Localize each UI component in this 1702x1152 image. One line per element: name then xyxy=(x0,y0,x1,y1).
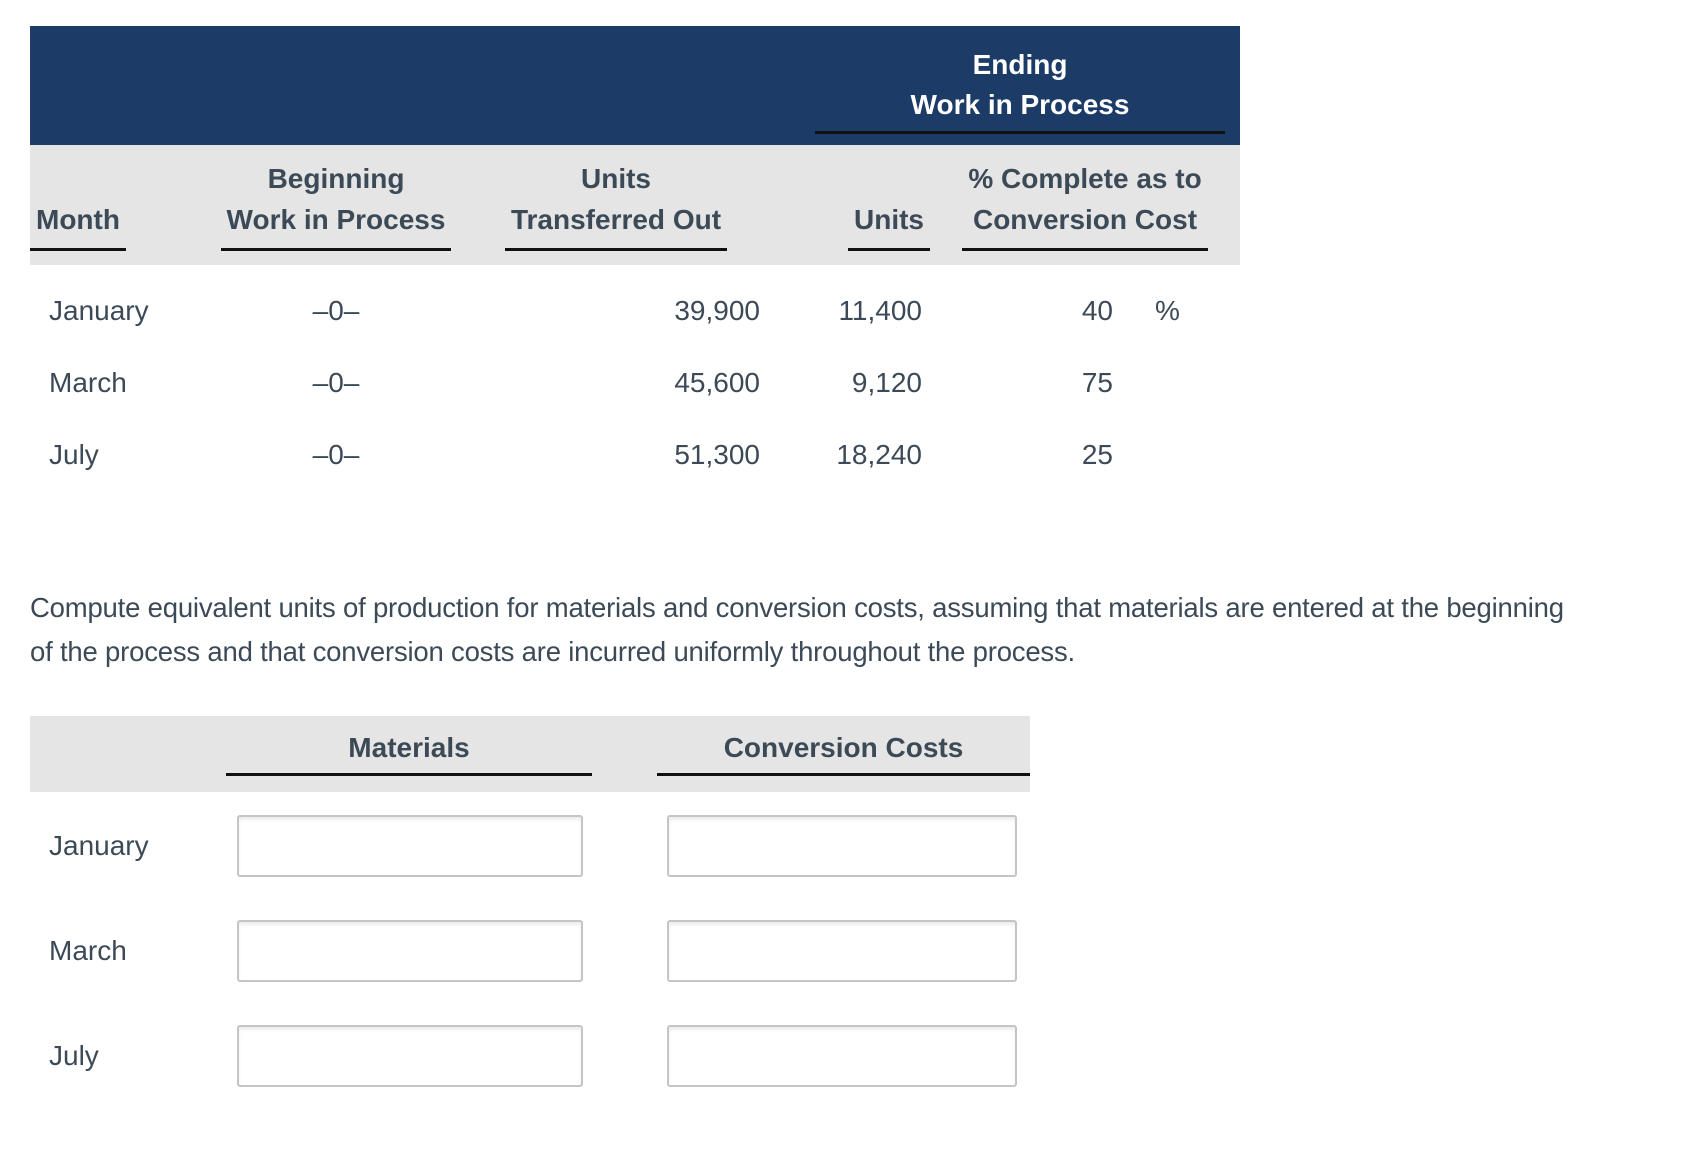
answer-col-header-materials: Materials xyxy=(226,728,592,776)
answer-col-header-conversion-costs: Conversion Costs xyxy=(657,728,1030,776)
col-header-month: Month xyxy=(30,145,205,265)
percent-sign xyxy=(1155,347,1240,419)
group-header-line2: Work in Process xyxy=(910,89,1130,120)
col-header-beginning-wip: Beginning Work in Process xyxy=(205,145,467,265)
group-header-ending-wip: Ending Work in Process xyxy=(815,45,1225,134)
march-materials-input[interactable] xyxy=(237,920,583,982)
answer-row-july: July xyxy=(30,1025,1040,1087)
col-header-pct-complete: % Complete as to Conversion Cost xyxy=(930,145,1240,265)
ending-units-value: 18,240 xyxy=(836,439,922,470)
answer-row-label: March xyxy=(49,935,127,966)
table-row-july: July –0– 51,300 18,240 25 xyxy=(30,419,1240,491)
units-transferred-out-value: 51,300 xyxy=(674,439,760,470)
row-month-label: July xyxy=(49,439,99,470)
ending-units-value: 9,120 xyxy=(851,367,922,398)
production-data-table: Ending Work in Process Month Beginning Wo… xyxy=(30,26,1241,491)
beginning-wip-value: –0– xyxy=(312,367,360,398)
january-materials-input[interactable] xyxy=(237,815,583,877)
answer-header-band: Materials Conversion Costs xyxy=(30,716,1030,792)
pct-complete-value: 40 xyxy=(1081,295,1113,326)
july-conversion-costs-input[interactable] xyxy=(667,1025,1017,1087)
column-header-row: Month Beginning Work in Process Units Tran… xyxy=(30,145,1241,265)
march-conversion-costs-input[interactable] xyxy=(667,920,1017,982)
answer-row-january: January xyxy=(30,815,1040,877)
units-transferred-out-value: 45,600 xyxy=(674,367,760,398)
table-row-march: March –0– 45,600 9,120 75 xyxy=(30,347,1240,419)
instruction-text: Compute equivalent units of production f… xyxy=(30,592,1564,667)
answer-table: Materials Conversion Costs January March… xyxy=(30,716,1040,1087)
spacer-row xyxy=(30,265,1240,275)
beginning-wip-value: –0– xyxy=(312,439,360,470)
group-header-line1: Ending xyxy=(972,49,1068,80)
answer-row-label: January xyxy=(49,830,149,861)
row-month-label: January xyxy=(49,295,149,326)
answer-row-label: July xyxy=(49,1040,99,1071)
units-transferred-out-value: 39,900 xyxy=(674,295,760,326)
percent-sign xyxy=(1155,419,1240,491)
row-month-label: March xyxy=(49,367,127,398)
pct-complete-value: 75 xyxy=(1081,367,1113,398)
col-header-units: Units xyxy=(765,145,930,265)
table-title-band: Ending Work in Process xyxy=(30,26,1240,145)
table-row-january: January –0– 39,900 11,400 40 % xyxy=(30,275,1240,347)
ending-units-value: 11,400 xyxy=(838,295,922,326)
answer-row-march: March xyxy=(30,920,1040,982)
col-header-units-transferred-out: Units Transferred Out xyxy=(467,145,765,265)
july-materials-input[interactable] xyxy=(237,1025,583,1087)
percent-sign: % xyxy=(1155,295,1180,326)
january-conversion-costs-input[interactable] xyxy=(667,815,1017,877)
pct-complete-value: 25 xyxy=(1081,439,1113,470)
beginning-wip-value: –0– xyxy=(312,295,360,326)
